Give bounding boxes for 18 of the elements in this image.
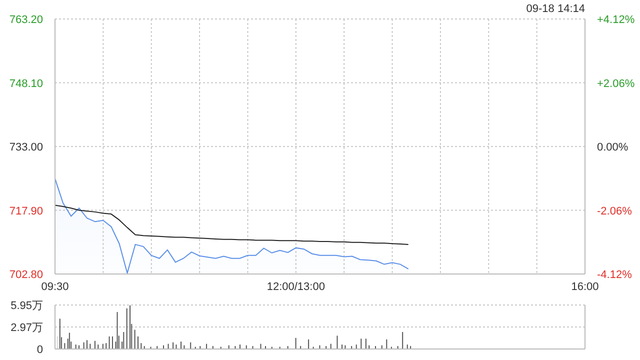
y2-tick-label: +4.12%	[597, 14, 635, 26]
x-tick-label: 12:00/13:00	[266, 280, 325, 293]
text: 09-18 14:14	[526, 3, 585, 15]
y2-tick-label: 0.00%	[597, 142, 628, 154]
x-tick-label: 09:30	[41, 280, 69, 293]
y-tick-label: 717.90	[9, 205, 43, 218]
y2-tick-label: +2.06%	[597, 78, 635, 90]
y-tick-label: 0	[36, 344, 43, 356]
line-series	[55, 204, 409, 245]
y-tick-label: 763.20	[9, 14, 43, 26]
y-tick-label: 748.10	[9, 78, 43, 90]
y-tick-label: 2.97万	[10, 322, 43, 334]
y-tick-label: 5.95万	[10, 300, 43, 312]
y-tick-label: 733.00	[9, 142, 43, 154]
y2-tick-label: -2.06%	[597, 205, 632, 218]
y2-tick-label: -4.12%	[597, 269, 632, 281]
x-tick-label: 16:00	[571, 280, 599, 293]
y-tick-label: 702.80	[9, 269, 43, 281]
